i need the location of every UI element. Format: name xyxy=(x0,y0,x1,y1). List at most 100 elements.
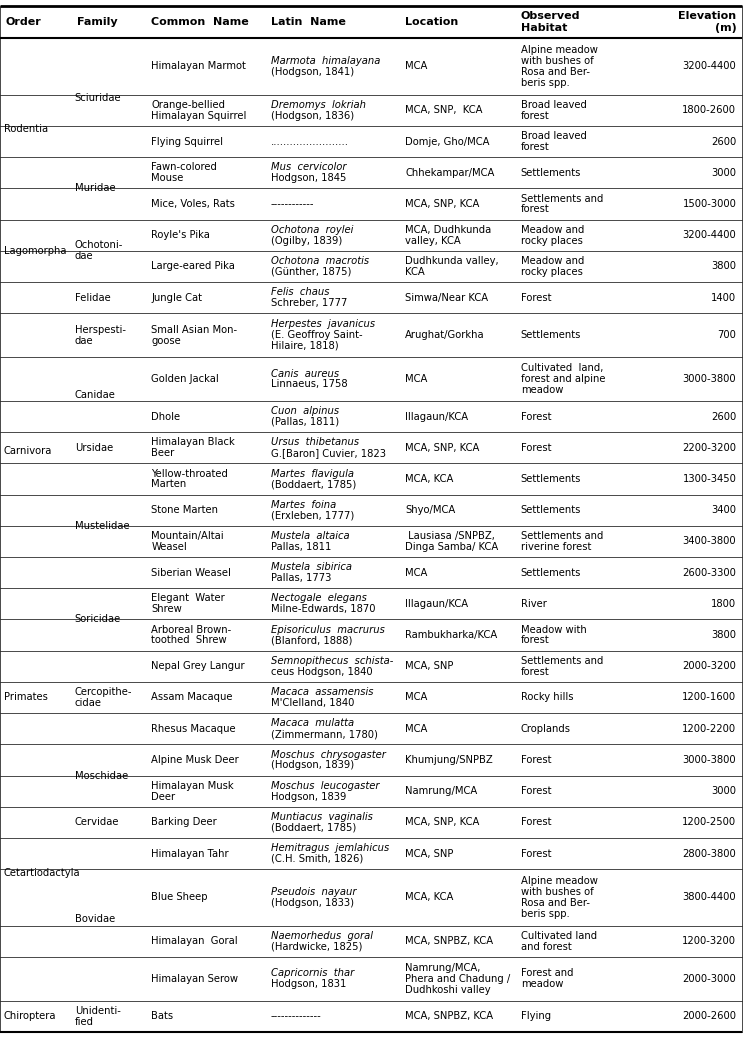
Text: cidae: cidae xyxy=(75,698,102,708)
Text: Illagaun/KCA: Illagaun/KCA xyxy=(405,599,468,609)
Text: forest: forest xyxy=(521,111,550,120)
Text: Shyo/MCA: Shyo/MCA xyxy=(405,506,455,515)
Text: ------------: ------------ xyxy=(271,199,314,209)
Text: with bushes of: with bushes of xyxy=(521,56,594,66)
Text: meadow: meadow xyxy=(521,979,563,989)
Text: MCA: MCA xyxy=(405,568,427,577)
Text: Rambukharka/KCA: Rambukharka/KCA xyxy=(405,630,498,640)
Text: Martes  foina: Martes foina xyxy=(271,500,336,510)
Text: Mustelidae: Mustelidae xyxy=(75,521,130,530)
Text: Rodentia: Rodentia xyxy=(4,124,48,134)
Text: (Hodgson, 1839): (Hodgson, 1839) xyxy=(271,760,354,770)
Text: Royle's Pika: Royle's Pika xyxy=(151,230,210,240)
Text: 3000: 3000 xyxy=(711,168,736,177)
Text: MCA: MCA xyxy=(405,374,427,384)
Text: 3000: 3000 xyxy=(711,786,736,796)
Text: 3000-3800: 3000-3800 xyxy=(683,374,736,384)
Text: Settlements and: Settlements and xyxy=(521,193,603,203)
Text: 2600: 2600 xyxy=(711,137,736,146)
Text: Moschus  leucogaster: Moschus leucogaster xyxy=(271,781,379,791)
Text: 3400-3800: 3400-3800 xyxy=(683,537,736,546)
Text: (Ogilby, 1839): (Ogilby, 1839) xyxy=(271,236,342,246)
Text: Capricornis  thar: Capricornis thar xyxy=(271,968,354,979)
Text: forest and alpine: forest and alpine xyxy=(521,374,605,384)
Text: G.[Baron] Cuvier, 1823: G.[Baron] Cuvier, 1823 xyxy=(271,448,386,458)
Text: Chhekampar/MCA: Chhekampar/MCA xyxy=(405,168,495,177)
Text: forest: forest xyxy=(521,204,550,214)
Text: toothed  Shrew: toothed Shrew xyxy=(151,635,227,646)
Text: Domje, Gho/MCA: Domje, Gho/MCA xyxy=(405,137,489,146)
Text: Alpine meadow: Alpine meadow xyxy=(521,876,598,886)
Text: Dremomys  lokriah: Dremomys lokriah xyxy=(271,100,366,110)
Text: Lausiasa /SNPBZ,: Lausiasa /SNPBZ, xyxy=(405,531,495,541)
Text: 2000-3200: 2000-3200 xyxy=(683,661,736,672)
Text: Meadow and: Meadow and xyxy=(521,256,584,266)
Text: goose: goose xyxy=(151,335,181,346)
Text: Himalayan Tahr: Himalayan Tahr xyxy=(151,848,229,858)
Text: Lagomorpha: Lagomorpha xyxy=(4,246,66,255)
Text: Namrung/MCA,: Namrung/MCA, xyxy=(405,963,480,973)
Text: Hilaire, 1818): Hilaire, 1818) xyxy=(271,340,339,351)
Text: Hodgson, 1831: Hodgson, 1831 xyxy=(271,979,346,989)
Text: Cetartiodactyla: Cetartiodactyla xyxy=(4,868,81,877)
Text: (Günther, 1875): (Günther, 1875) xyxy=(271,267,351,277)
Text: (Boddaert, 1785): (Boddaert, 1785) xyxy=(271,480,356,489)
Text: rocky places: rocky places xyxy=(521,267,583,277)
Text: 2000-3000: 2000-3000 xyxy=(683,974,736,984)
Text: Location: Location xyxy=(405,17,458,27)
Text: Namrung/MCA: Namrung/MCA xyxy=(405,786,477,796)
Text: Forest: Forest xyxy=(521,293,551,303)
Text: meadow: meadow xyxy=(521,385,563,394)
Text: Common  Name: Common Name xyxy=(151,17,249,27)
Text: and forest: and forest xyxy=(521,941,571,952)
Text: MCA, SNP,  KCA: MCA, SNP, KCA xyxy=(405,105,483,115)
Text: Phera and Chadung /: Phera and Chadung / xyxy=(405,974,510,984)
Text: Rhesus Macaque: Rhesus Macaque xyxy=(151,723,236,734)
Text: 1800-2600: 1800-2600 xyxy=(683,105,736,115)
Text: (Zimmermann, 1780): (Zimmermann, 1780) xyxy=(271,729,377,739)
Text: Ochotoni-: Ochotoni- xyxy=(75,241,123,250)
Text: Episoriculus  macrurus: Episoriculus macrurus xyxy=(271,625,385,634)
Text: MCA, Dudhkunda: MCA, Dudhkunda xyxy=(405,225,492,235)
Text: --------------: -------------- xyxy=(271,1011,322,1021)
Text: (Hodgson, 1836): (Hodgson, 1836) xyxy=(271,111,354,120)
Text: Orange-bellied: Orange-bellied xyxy=(151,100,225,110)
Text: KCA: KCA xyxy=(405,267,425,277)
Text: Flying: Flying xyxy=(521,1011,551,1021)
Text: Dudhkoshi valley: Dudhkoshi valley xyxy=(405,985,491,994)
Text: Shrew: Shrew xyxy=(151,604,182,614)
Text: 1300-3450: 1300-3450 xyxy=(683,474,736,484)
Text: Settlements: Settlements xyxy=(521,506,581,515)
Text: (Hardwicke, 1825): (Hardwicke, 1825) xyxy=(271,941,363,952)
Text: Large-eared Pika: Large-eared Pika xyxy=(151,262,235,271)
Text: Linnaeus, 1758: Linnaeus, 1758 xyxy=(271,380,348,389)
Text: Himalayan  Goral: Himalayan Goral xyxy=(151,936,238,947)
Text: MCA: MCA xyxy=(405,723,427,734)
Text: Canidae: Canidae xyxy=(75,389,116,400)
Text: (Hodgson, 1833): (Hodgson, 1833) xyxy=(271,898,354,908)
Text: Schreber, 1777: Schreber, 1777 xyxy=(271,298,347,308)
Text: valley, KCA: valley, KCA xyxy=(405,236,461,246)
Text: Cultivated land: Cultivated land xyxy=(521,931,597,940)
Text: Himalayan Black: Himalayan Black xyxy=(151,437,235,447)
Text: forest: forest xyxy=(521,635,550,646)
Text: riverine forest: riverine forest xyxy=(521,542,591,552)
Text: Cultivated  land,: Cultivated land, xyxy=(521,363,603,374)
Text: Hemitragus  jemlahicus: Hemitragus jemlahicus xyxy=(271,843,389,853)
Text: Milne-Edwards, 1870: Milne-Edwards, 1870 xyxy=(271,604,375,614)
Text: 3800-4400: 3800-4400 xyxy=(683,893,736,902)
Text: beris spp.: beris spp. xyxy=(521,908,569,919)
Text: Pallas, 1811: Pallas, 1811 xyxy=(271,542,331,552)
Text: forest: forest xyxy=(521,142,550,152)
Text: Moschus  chrysogaster: Moschus chrysogaster xyxy=(271,749,386,760)
Text: MCA: MCA xyxy=(405,692,427,703)
Text: dae: dae xyxy=(75,251,93,262)
Text: Settlements and: Settlements and xyxy=(521,656,603,666)
Text: Beer: Beer xyxy=(151,448,175,458)
Text: Cervidae: Cervidae xyxy=(75,817,119,827)
Text: Elevation
(m): Elevation (m) xyxy=(678,11,736,33)
Text: Jungle Cat: Jungle Cat xyxy=(151,293,202,303)
Text: Dhole: Dhole xyxy=(151,411,181,421)
Text: (Blanford, 1888): (Blanford, 1888) xyxy=(271,635,352,646)
Text: Ochotona  macrotis: Ochotona macrotis xyxy=(271,256,369,266)
